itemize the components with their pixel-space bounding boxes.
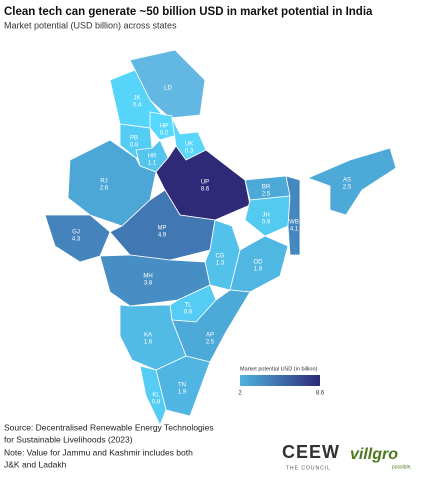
state-value: 1.3 [216, 261, 225, 267]
legend-title: Market potential USD (in billion) [240, 366, 318, 372]
state-value: 0.4 [133, 103, 142, 109]
state-value: 2.5 [206, 340, 215, 346]
state-label: KA [144, 333, 152, 339]
state-value: 0.8 [184, 310, 193, 316]
state-value: 2.6 [100, 186, 109, 192]
state-value: 2.5 [343, 185, 352, 191]
state-value: 1.9 [178, 390, 187, 396]
state-label: MP [158, 226, 167, 232]
state-label: KL [152, 393, 160, 399]
title: Clean tech can generate ~50 billion USD … [4, 6, 373, 18]
state-label: TN [178, 383, 186, 389]
state-value: 0.2 [160, 131, 169, 137]
state [139, 365, 167, 426]
state-label: PB [130, 136, 138, 142]
state-label: BR [262, 185, 271, 191]
legend: Market potential USD (in billion) 2 8.6 [238, 366, 325, 396]
state-value: 0.3 [185, 149, 194, 155]
state-label: AS [343, 178, 351, 184]
state-value: 4.3 [72, 237, 81, 243]
state-value: 1.6 [144, 340, 153, 346]
state-label: WB [289, 220, 299, 226]
state-label: HP [160, 124, 168, 130]
state-value: 4.1 [290, 227, 299, 233]
villgro-logo-text: villgro [350, 446, 398, 463]
state [306, 147, 397, 216]
state-label: JH [262, 213, 269, 219]
state-value: 3.8 [144, 281, 153, 287]
state [67, 139, 157, 227]
ceew-logo-text: CEEW [282, 442, 340, 462]
note: Note: Value for Jammu and Kashmir includ… [4, 447, 193, 457]
legend-max: 8.6 [316, 391, 325, 397]
source: for Sustainable Livelihoods (2023) [4, 434, 133, 444]
state-label: HR [148, 154, 157, 160]
villgro-logo-sub: possible. [392, 464, 412, 470]
state-label: MH [143, 274, 152, 280]
note: J&K and Ladakh [4, 459, 67, 469]
state-value: 4.9 [158, 233, 167, 239]
state-label: JK [133, 96, 140, 102]
ceew-logo: CEEW THE COUNCIL [282, 442, 340, 472]
subtitle: Market potential (USD billion) across st… [4, 20, 177, 30]
state-label: OD [254, 260, 264, 266]
state-value: 0.8 [152, 400, 161, 406]
state-value: 0.9 [262, 220, 271, 226]
source: Source: Decentralised Renewable Energy T… [4, 422, 214, 432]
state-value: 2.5 [262, 192, 271, 198]
legend-bar [240, 375, 320, 386]
state-label: RJ [100, 179, 107, 185]
state [285, 175, 301, 256]
state-label: UK [185, 142, 193, 148]
state-label: CG [216, 254, 225, 260]
state-value: 1.1 [148, 161, 157, 167]
state [244, 195, 291, 237]
villgro-logo: villgro possible. [350, 446, 412, 470]
state-label: GJ [72, 230, 80, 236]
state-value: 8.6 [201, 187, 210, 193]
state-value: 0.8 [130, 143, 139, 149]
state-label: AP [206, 333, 214, 339]
state-value: 1.8 [254, 267, 263, 273]
state-label: LD [164, 86, 172, 92]
state-label: TL [184, 303, 192, 309]
legend-min: 2 [238, 391, 242, 397]
state-label: UP [201, 180, 209, 186]
ceew-logo-sub: THE COUNCIL [286, 465, 331, 471]
